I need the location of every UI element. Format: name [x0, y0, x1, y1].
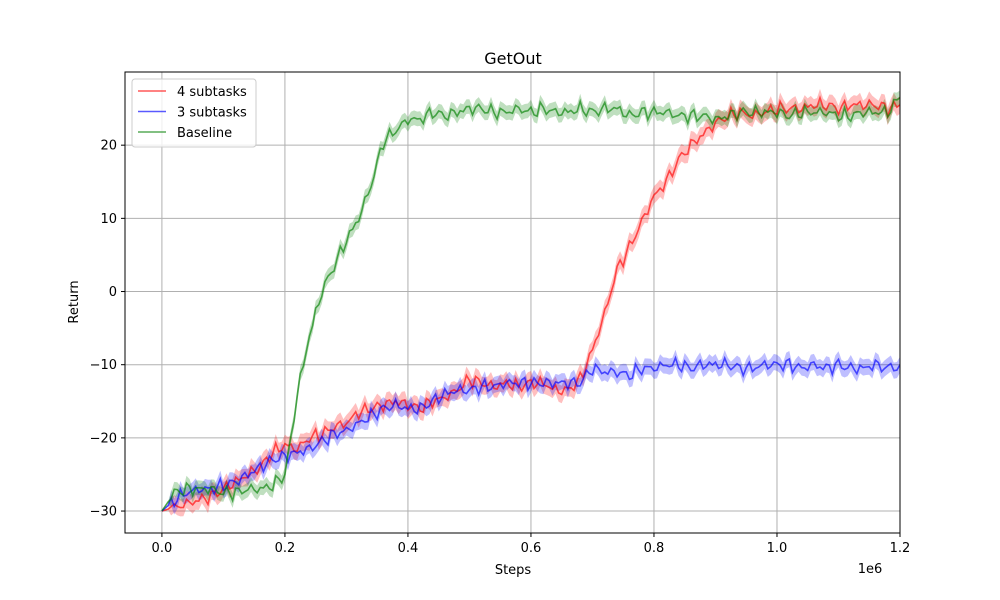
- grid: [125, 72, 901, 533]
- series-line: [161, 95, 900, 512]
- legend-box: [131, 78, 257, 148]
- x-axis-label: Steps: [495, 563, 532, 578]
- series-line: [161, 355, 900, 512]
- y-axis-label: Return: [67, 280, 82, 323]
- legend-label: 3 subtasks: [177, 106, 247, 121]
- legend-label: Baseline: [177, 126, 232, 141]
- series-band: [161, 88, 900, 517]
- y-tick-label: 0: [109, 285, 117, 300]
- y-tick-label: −20: [90, 431, 117, 446]
- y-tick-label: −10: [90, 358, 117, 373]
- x-axis-ticks: 0.0 0.2 0.4 0.6 0.8 1.0 1.2: [152, 533, 911, 556]
- x-tick-label: 0.8: [644, 541, 665, 556]
- y-tick-label: 10: [100, 212, 117, 227]
- series-lines: [161, 95, 900, 512]
- x-axis-offset-label: 1e6: [858, 562, 883, 577]
- legend-label: 4 subtasks: [177, 85, 247, 100]
- plot-frame: [124, 71, 901, 534]
- series-line: [161, 96, 900, 512]
- legend: 4 subtasks 3 subtasks Baseline: [131, 78, 257, 148]
- x-tick-label: 0.2: [275, 541, 296, 556]
- y-tick-label: 20: [100, 139, 117, 154]
- y-axis-ticks: −30 −20 −10 0 10 20: [90, 139, 125, 520]
- y-tick-label: −30: [90, 505, 117, 520]
- x-tick-label: 0.0: [152, 541, 173, 556]
- x-tick-label: 0.6: [521, 541, 542, 556]
- x-tick-label: 1.2: [890, 541, 911, 556]
- x-tick-label: 0.4: [398, 541, 419, 556]
- x-tick-label: 1.0: [767, 541, 788, 556]
- chart-title: GetOut: [484, 49, 542, 68]
